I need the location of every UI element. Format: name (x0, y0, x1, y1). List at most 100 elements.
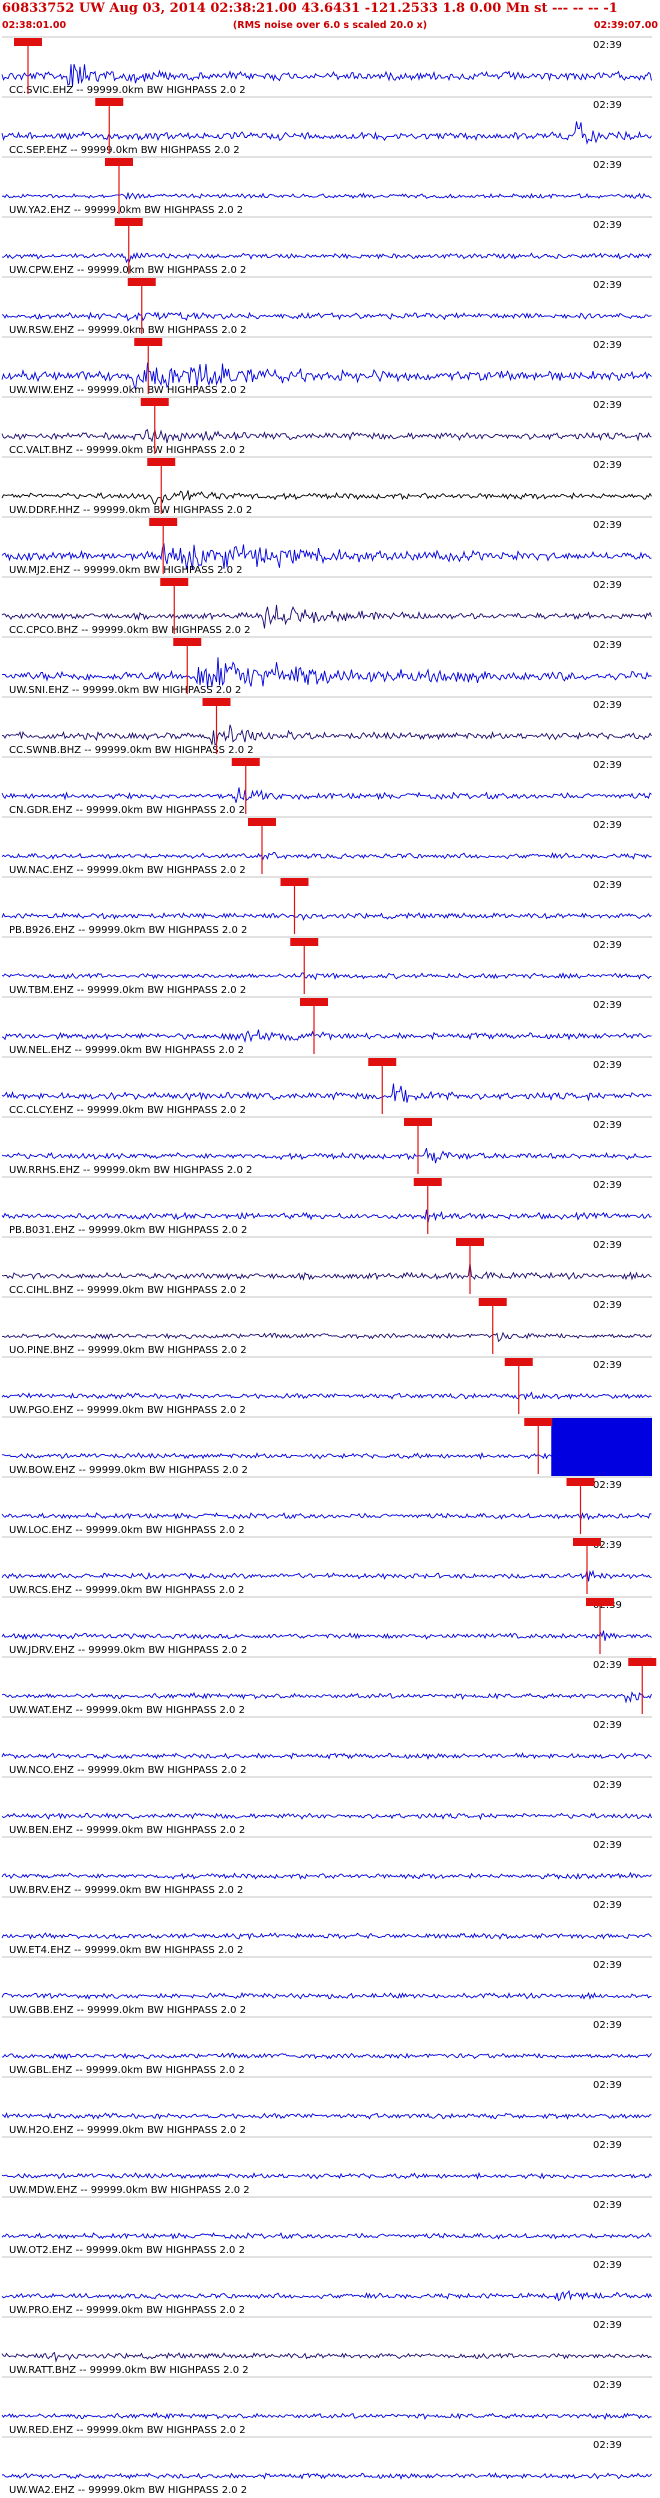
station-row: 02:39 UW.CPW.EHZ -- 99999.0km BW HIGHPASS… (1, 216, 652, 276)
time-tick-label: 02:39 (593, 460, 622, 471)
time-tick-label: 02:39 (593, 160, 622, 171)
phase-pick-tag (586, 1598, 614, 1606)
station-label: UW.BEN.EHZ -- 99999.0km BW HIGHPASS 2.0 … (9, 1825, 245, 1836)
time-tick-label: 02:39 (593, 1540, 622, 1551)
waveform-trace (1, 1083, 652, 1103)
time-tick-label: 02:39 (593, 1120, 622, 1131)
station-label: UW.GBL.EHZ -- 99999.0km BW HIGHPASS 2.0 … (9, 2065, 245, 2076)
station-label: UW.LOC.EHZ -- 99999.0km BW HIGHPASS 2.0 … (9, 1525, 245, 1536)
station-row: 02:39 UW.ET4.EHZ -- 99999.0km BW HIGHPASS… (1, 1896, 652, 1956)
station-label: UW.BOW.EHZ -- 99999.0km BW HIGHPASS 2.0 … (9, 1465, 248, 1476)
station-row: 02:39 UW.NCO.EHZ -- 99999.0km BW HIGHPASS… (1, 1716, 652, 1776)
start-time-label: 02:38:01.00 (2, 20, 67, 31)
time-tick-label: 02:39 (593, 100, 622, 111)
waveform-trace (1, 972, 652, 981)
station-row: 02:39 CC.SWNB.BHZ -- 99999.0km BW HIGHPAS… (1, 696, 652, 756)
station-label: UW.RRHS.EHZ -- 99999.0km BW HIGHPASS 2.0… (9, 1165, 252, 1176)
station-label: CC.VALT.BHZ -- 99999.0km BW HIGHPASS 2.0… (9, 445, 245, 456)
waveform-trace (1, 2052, 652, 2060)
station-label: CC.CLCY.EHZ -- 99999.0km BW HIGHPASS 2.0… (9, 1105, 246, 1116)
station-label: CC.SVIC.EHZ -- 99999.0km BW HIGHPASS 2.0… (9, 85, 246, 96)
time-tick-label: 02:39 (593, 2440, 622, 2451)
rms-noise-subtitle: (RMS noise over 6.0 s scaled 20.0 x) (232, 20, 428, 31)
time-tick-label: 02:39 (593, 2080, 622, 2091)
phase-pick-tag (231, 758, 260, 766)
waveform-trace (1, 1630, 652, 1641)
waveform-trace (1, 362, 652, 390)
waveform-trace (1, 1871, 652, 1880)
time-tick-label: 02:39 (593, 640, 622, 651)
station-row: 02:39 UW.NAC.EHZ -- 99999.0km BW HIGHPASS… (1, 816, 652, 876)
time-tick-label: 02:39 (593, 1660, 622, 1671)
waveform-trace (1, 604, 652, 629)
waveform-trace (1, 1932, 652, 1941)
time-tick-label: 02:39 (593, 1060, 622, 1071)
station-label: UW.RSW.EHZ -- 99999.0km BW HIGHPASS 2.0 … (9, 325, 247, 336)
station-row: 02:39 PB.B031.EHZ -- 99999.0km BW HIGHPAS… (1, 1176, 652, 1236)
waveform-trace (1, 251, 652, 264)
time-tick-label: 02:39 (593, 220, 622, 231)
time-tick-label: 02:39 (593, 1900, 622, 1911)
station-row: 02:39 UW.WIW.EHZ -- 99999.0km BW HIGHPASS… (1, 336, 652, 396)
waveform-trace (1, 311, 652, 322)
station-row: 02:39 UW.NEL.EHZ -- 99999.0km BW HIGHPASS… (1, 996, 652, 1056)
station-row: 02:39 UW.YA2.EHZ -- 99999.0km BW HIGHPASS… (1, 156, 652, 216)
saturated-trace-block (551, 1418, 652, 1476)
station-label: UW.PGO.EHZ -- 99999.0km BW HIGHPASS 2.0 … (9, 1405, 246, 1416)
time-tick-label: 02:39 (593, 1720, 622, 1731)
station-row: 02:39 CC.CPCO.BHZ -- 99999.0km BW HIGHPAS… (1, 576, 652, 636)
phase-pick-tag (95, 98, 124, 106)
time-tick-label: 02:39 (593, 1180, 622, 1191)
time-tick-label: 02:39 (593, 2200, 622, 2211)
station-row: 02:39 UW.MDW.EHZ -- 99999.0km BW HIGHPASS… (1, 2136, 652, 2196)
phase-pick-tag (290, 938, 319, 946)
time-tick-label: 02:39 (593, 2380, 622, 2391)
waveform-trace (1, 428, 652, 444)
station-label: PB.B926.EHZ -- 99999.0km BW HIGHPASS 2.0… (9, 925, 247, 936)
station-row: 02:39 UW.GBB.EHZ -- 99999.0km BW HIGHPASS… (1, 1956, 652, 2016)
time-tick-label: 02:39 (593, 1240, 622, 1251)
waveform-trace (1, 2472, 652, 2480)
station-row: 02:39 UW.WAT.EHZ -- 99999.0km BW HIGHPASS… (1, 1656, 657, 1716)
station-row: 02:39 UW.PGO.EHZ -- 99999.0km BW HIGHPASS… (1, 1356, 652, 1416)
time-tick-label: 02:39 (593, 580, 622, 591)
phase-pick-tag (456, 1238, 484, 1246)
station-label: UW.DDRF.HHZ -- 99999.0km BW HIGHPASS 2.0… (9, 505, 252, 516)
station-row: 02:39 UW.BRV.EHZ -- 99999.0km BW HIGHPASS… (1, 1836, 652, 1896)
station-row: 02:39 UW.H2O.EHZ -- 99999.0km BW HIGHPASS… (1, 2076, 652, 2136)
waveform-trace (1, 1812, 652, 1821)
time-tick-label: 02:39 (593, 700, 622, 711)
station-label: UW.SNI.EHZ -- 99999.0km BW HIGHPASS 2.0 … (9, 685, 241, 696)
time-tick-label: 02:39 (593, 1300, 622, 1311)
station-label: UW.PRO.EHZ -- 99999.0km BW HIGHPASS 2.0 … (9, 2305, 245, 2316)
station-row: 02:39 UW.RSW.EHZ -- 99999.0km BW HIGHPASS… (1, 276, 652, 336)
time-tick-label: 02:39 (593, 1960, 622, 1971)
time-tick-label: 02:39 (593, 280, 622, 291)
station-label: UW.MDW.EHZ -- 99999.0km BW HIGHPASS 2.0 … (9, 2185, 250, 2196)
end-time-label: 02:39:07.00 (593, 20, 658, 31)
time-tick-label: 02:39 (593, 2140, 622, 2151)
waveform-trace (1, 1451, 652, 1460)
waveform-trace (1, 121, 652, 145)
phase-pick-tag (134, 338, 163, 346)
station-label: UW.RED.EHZ -- 99999.0km BW HIGHPASS 2.0 … (9, 2425, 246, 2436)
phase-pick-tag (160, 578, 189, 586)
seismogram-traces: 02:39 CC.SVIC.EHZ -- 99999.0km BW HIGHPAS… (1, 36, 657, 2496)
station-label: UW.WA2.EHZ -- 99999.0km BW HIGHPASS 2.0 … (9, 2485, 247, 2496)
time-tick-label: 02:39 (593, 1000, 622, 1011)
waveform-trace (1, 912, 652, 921)
phase-pick-tag (478, 1298, 507, 1306)
phase-pick-tag (573, 1538, 601, 1546)
time-tick-label: 02:39 (593, 880, 622, 891)
waveform-trace (1, 542, 652, 570)
station-label: UW.NAC.EHZ -- 99999.0km BW HIGHPASS 2.0 … (9, 865, 246, 876)
station-row: 02:39 UW.TBM.EHZ -- 99999.0km BW HIGHPASS… (1, 936, 652, 996)
phase-pick-tag (413, 1178, 442, 1186)
phase-pick-tag (127, 278, 156, 286)
station-label: UW.NCO.EHZ -- 99999.0km BW HIGHPASS 2.0 … (9, 1765, 247, 1776)
time-tick-label: 02:39 (593, 1360, 622, 1371)
waveform-trace (1, 851, 652, 861)
station-label: UW.NEL.EHZ -- 99999.0km BW HIGHPASS 2.0 … (9, 1045, 244, 1056)
phase-pick-tag (524, 1418, 553, 1426)
station-label: UW.RCS.EHZ -- 99999.0km BW HIGHPASS 2.0 … (9, 1585, 244, 1596)
